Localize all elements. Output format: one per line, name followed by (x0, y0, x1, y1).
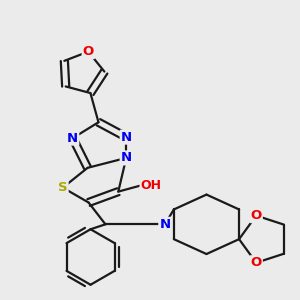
Text: O: O (82, 45, 94, 58)
Text: O: O (250, 256, 262, 269)
Text: N: N (121, 130, 132, 144)
Text: S: S (58, 181, 68, 194)
Text: N: N (121, 152, 132, 164)
Text: OH: OH (140, 179, 161, 192)
Text: N: N (159, 218, 170, 231)
Text: O: O (250, 209, 262, 222)
Text: N: N (67, 132, 78, 145)
